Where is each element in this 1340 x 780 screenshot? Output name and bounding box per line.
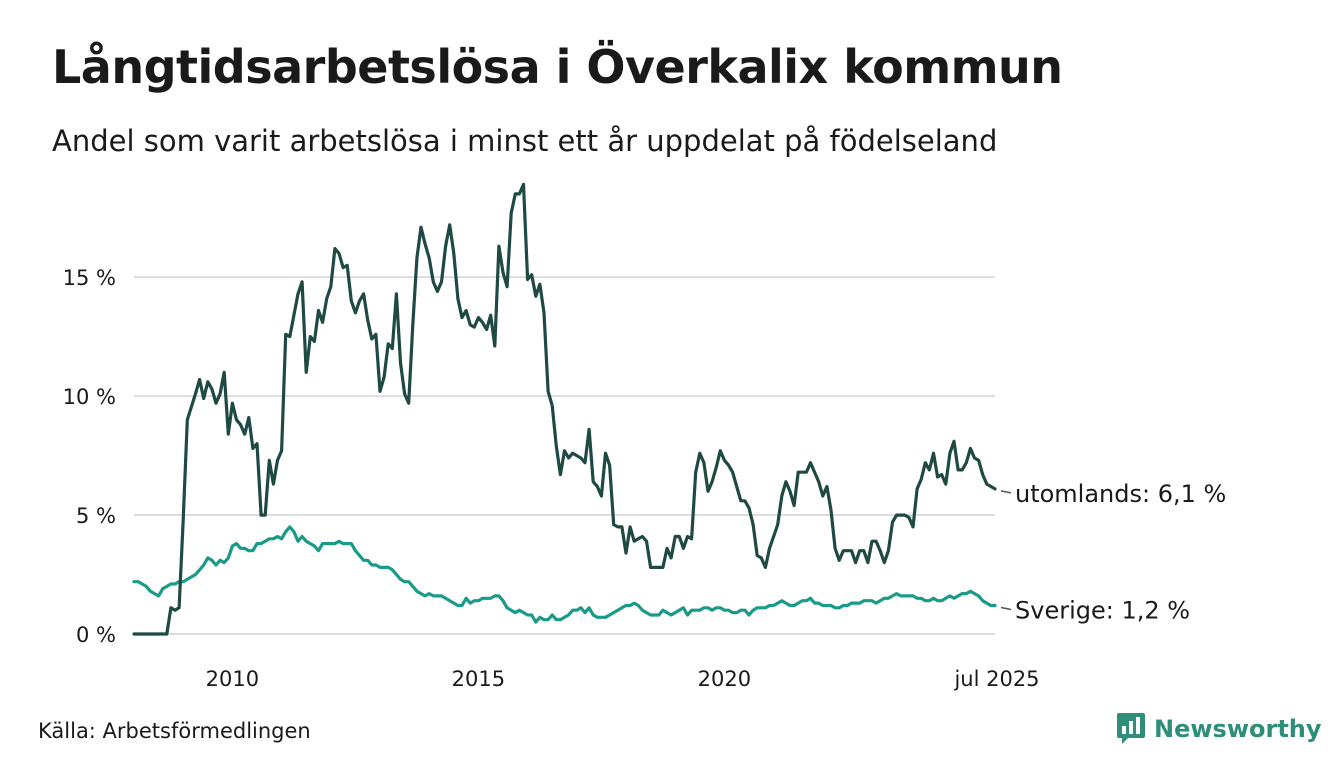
end-label-utomlands: utomlands: 6,1 % xyxy=(1015,480,1226,508)
x-tick-label: 2010 xyxy=(206,667,259,691)
end-labels: utomlands: 6,1 % Sverige: 1,2 % xyxy=(1000,480,1226,624)
y-tick-label: 0 % xyxy=(76,623,116,647)
chart-title: Långtidsarbetslösa i Överkalix kommun xyxy=(52,40,1063,94)
brand-name: Newsworthy xyxy=(1154,715,1322,743)
y-tick-label: 10 % xyxy=(63,385,116,409)
y-axis-ticks: 0 % 5 % 10 % 15 % xyxy=(63,266,116,647)
x-tick-label: 2020 xyxy=(698,667,751,691)
source-note: Källa: Arbetsförmedlingen xyxy=(38,719,311,743)
y-tick-label: 5 % xyxy=(76,504,116,528)
leader-line xyxy=(1000,606,1012,611)
x-tick-label: jul 2025 xyxy=(953,667,1039,691)
newsworthy-logo: Newsworthy xyxy=(1116,712,1322,746)
leader-line xyxy=(1000,490,1012,494)
x-axis-ticks: 2010 2015 2020 jul 2025 xyxy=(206,667,1040,691)
series-line-utomlands xyxy=(132,182,997,636)
series-line-sverige xyxy=(132,525,997,624)
gridlines xyxy=(134,276,995,635)
end-label-sverige: Sverige: 1,2 % xyxy=(1015,596,1190,624)
series-lines xyxy=(132,182,997,636)
y-tick-label: 15 % xyxy=(63,266,116,290)
x-tick-label: 2015 xyxy=(452,667,505,691)
chart-bubble-icon xyxy=(1117,713,1145,744)
chart-subtitle: Andel som varit arbetslösa i minst ett å… xyxy=(52,124,998,158)
